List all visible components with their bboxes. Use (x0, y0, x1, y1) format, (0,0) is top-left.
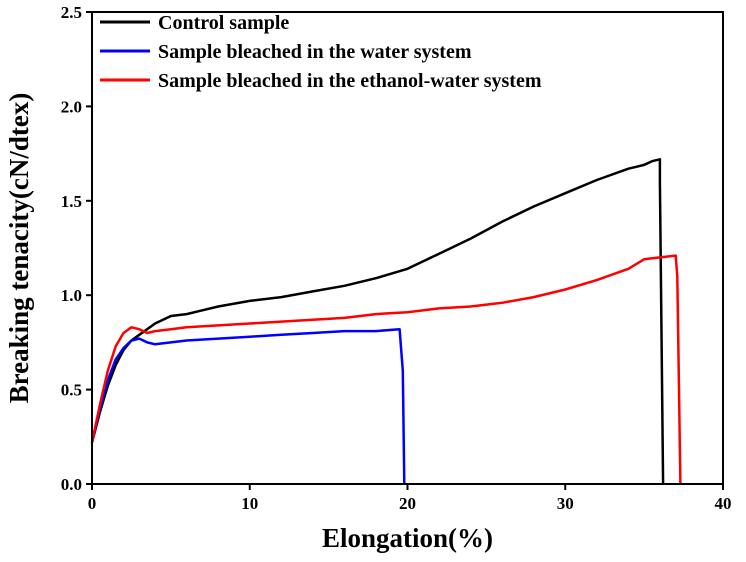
ticks-layer: 0 10 20 30 40 0.0 0.5 1.0 1.5 2.0 2.5 (61, 3, 732, 513)
y-tick-label: 1.5 (61, 192, 82, 211)
series-layer (90, 158, 682, 485)
x-tick-label: 40 (715, 494, 732, 513)
y-axis-title: Breaking tenacity(cN/dtex) (4, 93, 34, 404)
y-tick-label: 1.0 (61, 286, 82, 305)
x-tick-label: 30 (557, 494, 574, 513)
y-tick-label: 2.5 (61, 3, 82, 22)
legend: Control sample Sample bleached in the wat… (100, 12, 542, 92)
legend-label-1: Control sample (158, 12, 289, 34)
x-axis-title: Elongation(%) (322, 523, 493, 553)
series-line-1 (90, 158, 665, 485)
x-tick-label: 10 (241, 494, 258, 513)
series-line-2 (90, 327, 406, 485)
x-tick-label: 20 (399, 494, 416, 513)
legend-label-2: Sample bleached in the water system (158, 41, 472, 63)
y-tick-label: 0.0 (61, 475, 82, 494)
y-tick-label: 2.0 (61, 97, 82, 116)
legend-label-3: Sample bleached in the ethanol-water sys… (158, 70, 542, 92)
x-tick-label: 0 (88, 494, 97, 513)
series-line-3 (90, 254, 682, 485)
y-tick-label: 0.5 (61, 381, 82, 400)
